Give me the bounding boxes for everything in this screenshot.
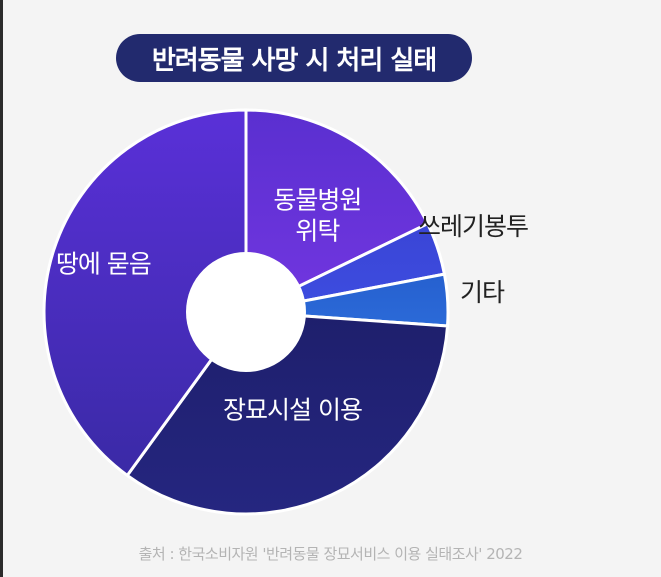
slice-장묘시설-이용 (125, 310, 450, 516)
title-banner: 반려동물 사망 시 처리 실태 (116, 34, 472, 82)
left-edge-strip (0, 0, 3, 577)
slice-label-쓰레기봉투: 쓰레기봉투 (418, 212, 528, 241)
chart-title: 반려동물 사망 시 처리 실태 (151, 45, 437, 76)
slice-땅에-묻음 (42, 108, 248, 477)
slice-label-장묘시설-이용: 장묘시설 이용 (223, 396, 362, 425)
slice-동물병원-위탁 (244, 108, 430, 314)
slice-label-동물병원-위탁: 동물병원 위탁 (273, 186, 361, 246)
donut-hole (186, 252, 306, 372)
slice-label-기타: 기타 (460, 278, 505, 307)
source-note: 출처 : 한국소비자원 '반려동물 장묘서비스 이용 실태조사' 2022 (138, 545, 523, 563)
slice-label-땅에-묻음: 땅에 묻음 (56, 250, 151, 279)
